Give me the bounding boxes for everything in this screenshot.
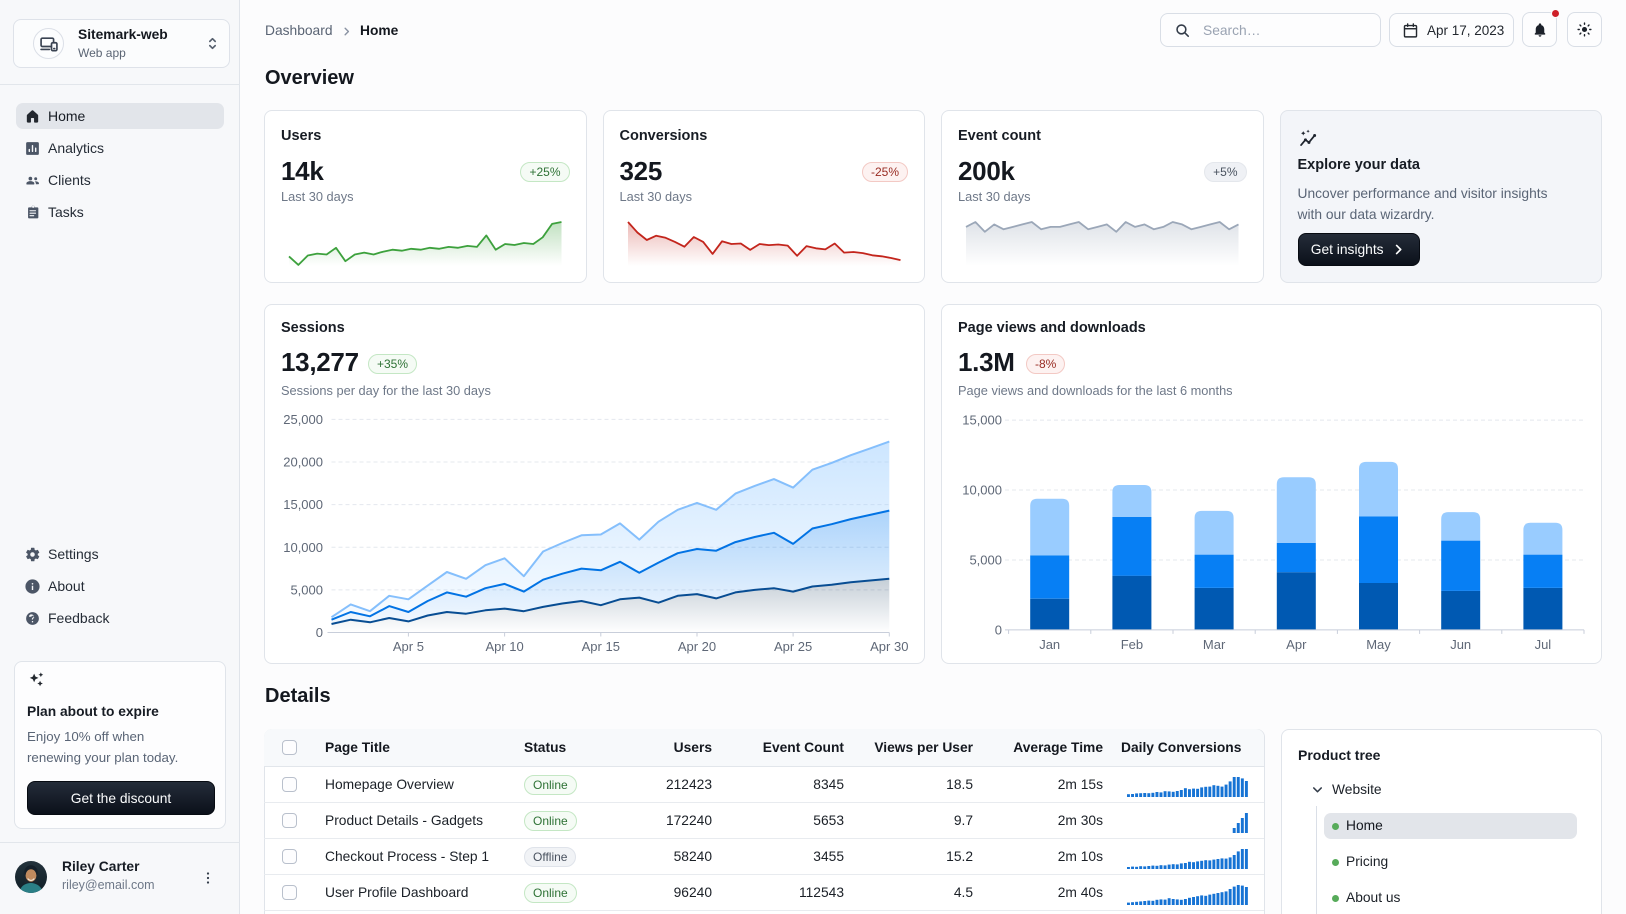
svg-text:Jul: Jul [1535,637,1552,652]
svg-text:Apr 15: Apr 15 [582,639,620,654]
svg-text:Apr 30: Apr 30 [870,639,908,654]
svg-text:5,000: 5,000 [290,582,323,597]
svg-text:Apr 5: Apr 5 [393,639,424,654]
svg-text:Feb: Feb [1121,637,1143,652]
svg-text:20,000: 20,000 [283,455,323,470]
svg-text:15,000: 15,000 [283,497,323,512]
svg-text:5,000: 5,000 [969,553,1002,568]
svg-text:Apr 10: Apr 10 [485,639,523,654]
svg-text:Jan: Jan [1039,637,1060,652]
svg-text:Apr: Apr [1286,637,1307,652]
svg-text:0: 0 [995,622,1002,637]
svg-text:Apr 25: Apr 25 [774,639,812,654]
svg-text:Jun: Jun [1450,637,1471,652]
svg-text:10,000: 10,000 [962,483,1002,498]
svg-text:0: 0 [316,625,323,640]
svg-text:10,000: 10,000 [283,540,323,555]
svg-text:May: May [1366,637,1391,652]
svg-text:15,000: 15,000 [962,413,1002,428]
svg-text:Mar: Mar [1203,637,1226,652]
svg-text:Apr 20: Apr 20 [678,639,716,654]
svg-text:25,000: 25,000 [283,412,323,427]
